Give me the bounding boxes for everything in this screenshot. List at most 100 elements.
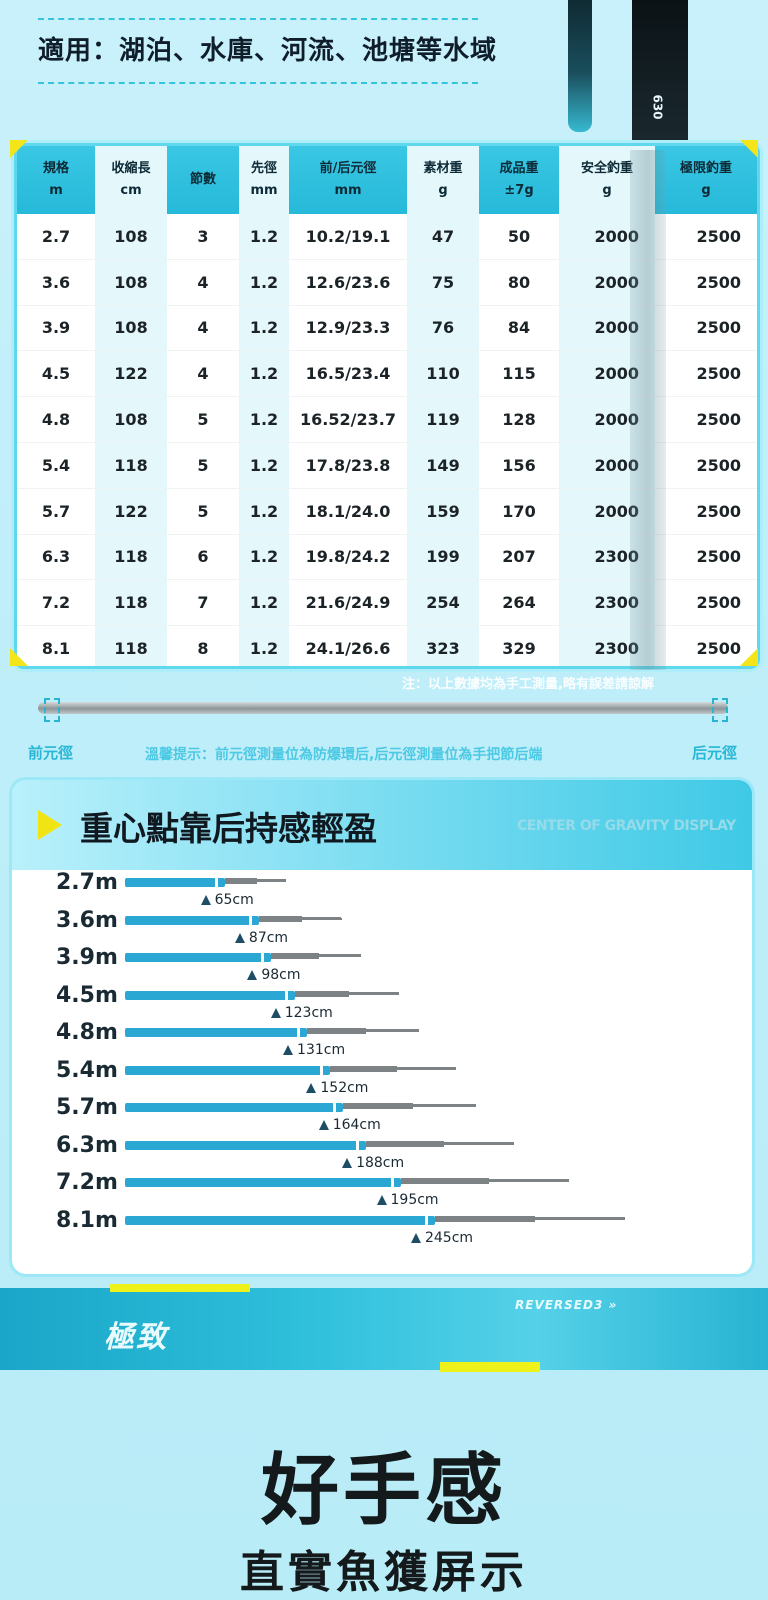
table-cell: 4 xyxy=(167,305,239,352)
rod-upper-bar xyxy=(349,991,399,995)
measurement-tip: 溫馨提示：前元徑測量位為防爆環后,后元徑測量位為手把節后端 xyxy=(145,747,543,763)
rod-length-label: 5.7m xyxy=(56,1095,118,1120)
rod-handle-bar xyxy=(125,1140,367,1150)
table-cell: 207 xyxy=(479,534,559,581)
rod-upper-bar xyxy=(302,916,342,920)
table-cell: 2500 xyxy=(655,442,757,489)
table-cell: 4.8 xyxy=(17,396,95,443)
table-cell: 5.4 xyxy=(17,442,95,489)
table-cell: 16.5/23.4 xyxy=(289,350,407,398)
table-cell: 21.6/24.9 xyxy=(289,579,407,627)
cg-text: 152cm xyxy=(320,1079,369,1096)
header-unit: g xyxy=(438,183,448,198)
feature-title: 好手感 xyxy=(260,1446,507,1536)
gravity-row: 3.6m 87cm xyxy=(12,908,752,946)
rod-overlay-shadow xyxy=(630,150,666,670)
rod-mid-bar xyxy=(434,1215,535,1222)
table-cell: 108 xyxy=(95,259,167,306)
gravity-row: 6.3m 188cm xyxy=(12,1133,752,1171)
rod-mid-bar xyxy=(271,953,319,959)
header-unit: mm xyxy=(250,183,278,198)
center-of-gravity-marker xyxy=(332,1101,336,1114)
rod-mid-bar xyxy=(224,878,257,884)
table-cell: 2500 xyxy=(655,259,757,306)
gravity-row: 5.4m 152cm xyxy=(12,1058,752,1096)
header-label: 收縮長 xyxy=(111,161,151,176)
table-cell: 115 xyxy=(479,350,559,398)
table-row: 7.2 118 7 1.2 21.6/24.9 254 264 2300 2500 xyxy=(17,579,757,627)
table-cell: 2500 xyxy=(655,625,757,666)
table-row: 3.9 108 4 1.2 12.9/23.3 76 84 2000 2500 xyxy=(17,305,757,352)
center-of-gravity-marker xyxy=(248,913,252,927)
table-cell: 3.9 xyxy=(17,305,95,352)
table-row: 8.1 118 8 1.2 24.1/26.6 323 329 2300 2500 xyxy=(17,625,757,666)
cg-text: 164cm xyxy=(332,1117,381,1133)
rod-upper-bar xyxy=(256,879,286,882)
cg-text: 87cm xyxy=(248,929,289,946)
rod-handle-bar xyxy=(125,1065,331,1075)
center-of-gravity-marker xyxy=(320,1063,324,1077)
table-cell: 50 xyxy=(479,214,559,260)
gravity-row: 2.7m 65cm xyxy=(12,870,752,908)
table-cell: 47 xyxy=(407,214,479,260)
gravity-row: 8.1m 245cm xyxy=(12,1208,752,1246)
center-of-gravity-value: 98cm xyxy=(247,967,301,983)
brand-logo: 極致 xyxy=(104,1320,168,1355)
up-arrow-icon xyxy=(342,1157,353,1168)
center-of-gravity-marker xyxy=(261,951,265,964)
rod-length-label: 3.9m xyxy=(56,945,118,970)
table-cell: 2000 xyxy=(559,305,655,352)
rod-upper-bar xyxy=(489,1179,570,1182)
table-cell: 1.2 xyxy=(239,534,289,581)
table-cell: 12.9/23.3 xyxy=(289,305,407,352)
table-cell: 75 xyxy=(407,259,479,306)
table-cell: 254 xyxy=(407,579,479,627)
table-cell: 108 xyxy=(95,214,167,260)
up-arrow-icon xyxy=(306,1082,317,1093)
center-of-gravity-value: 123cm xyxy=(270,1005,333,1021)
spec-table-header-cell: 規格 m xyxy=(17,146,95,214)
rod-upper-bar xyxy=(412,1104,477,1107)
table-cell: 10.2/19.1 xyxy=(289,214,407,260)
table-cell: 5 xyxy=(167,396,239,443)
gravity-title: 重心點靠后持感輕盈 xyxy=(80,809,377,848)
table-cell: 1.2 xyxy=(239,442,289,489)
rod-mid-bar xyxy=(258,915,303,922)
gravity-subtitle: CENTER OF GRAVITY DISPLAY xyxy=(517,818,736,834)
table-cell: 8.1 xyxy=(17,625,95,666)
rod-length-label: 8.1m xyxy=(56,1207,118,1233)
spec-table-body: 2.7 108 3 1.2 10.2/19.1 47 50 2000 2500 3.6 108 4 1.… xyxy=(17,214,757,666)
center-of-gravity-marker xyxy=(214,876,218,889)
center-of-gravity-value: 131cm xyxy=(283,1042,345,1058)
up-arrow-icon xyxy=(376,1195,387,1205)
center-of-gravity-value: 152cm xyxy=(306,1080,368,1096)
brand-series-text: REVERSED3 » xyxy=(515,1298,618,1312)
spec-table-grid: 規格 m 收縮長 cm 節數 先徑 mm 前/后元徑 mm 素材重 g 成品重 ±7g 安全釣重 g 極限釣重… xyxy=(17,146,757,666)
table-row: 5.4 118 5 1.2 17.8/23.8 149 156 2000 2500 xyxy=(17,442,757,489)
front-diameter-label: 前元徑 xyxy=(28,744,74,762)
table-cell: 3 xyxy=(167,214,239,260)
header-unit: g xyxy=(602,183,612,198)
front-diameter-marker xyxy=(44,698,60,722)
band-accent xyxy=(440,1362,540,1372)
band-accent xyxy=(110,1284,250,1292)
gravity-row: 4.8m 131cm xyxy=(12,1020,752,1058)
spec-table-header-cell: 安全釣重 g xyxy=(559,146,655,214)
table-cell: 2000 xyxy=(559,259,655,306)
rod-length-label: 4.8m xyxy=(56,1020,118,1045)
rod-length-label: 4.5m xyxy=(56,982,118,1008)
table-cell: 4.5 xyxy=(17,350,95,398)
rod-handle-bar xyxy=(125,990,295,1000)
spec-table-header-cell: 成品重 ±7g xyxy=(479,146,559,214)
rod-handle-bar xyxy=(125,915,259,925)
cg-text: 188cm xyxy=(356,1154,405,1171)
rod-length-label: 3.6m xyxy=(56,907,118,933)
table-cell: 170 xyxy=(479,488,559,535)
gravity-row: 3.9m 98cm xyxy=(12,945,752,983)
table-cell: 108 xyxy=(95,305,167,352)
gravity-row: 7.2m 195cm xyxy=(12,1170,752,1208)
brand-band xyxy=(0,1288,768,1370)
table-cell: 2500 xyxy=(655,488,757,535)
table-cell: 118 xyxy=(95,579,167,627)
rod-upper-bar xyxy=(534,1216,625,1220)
